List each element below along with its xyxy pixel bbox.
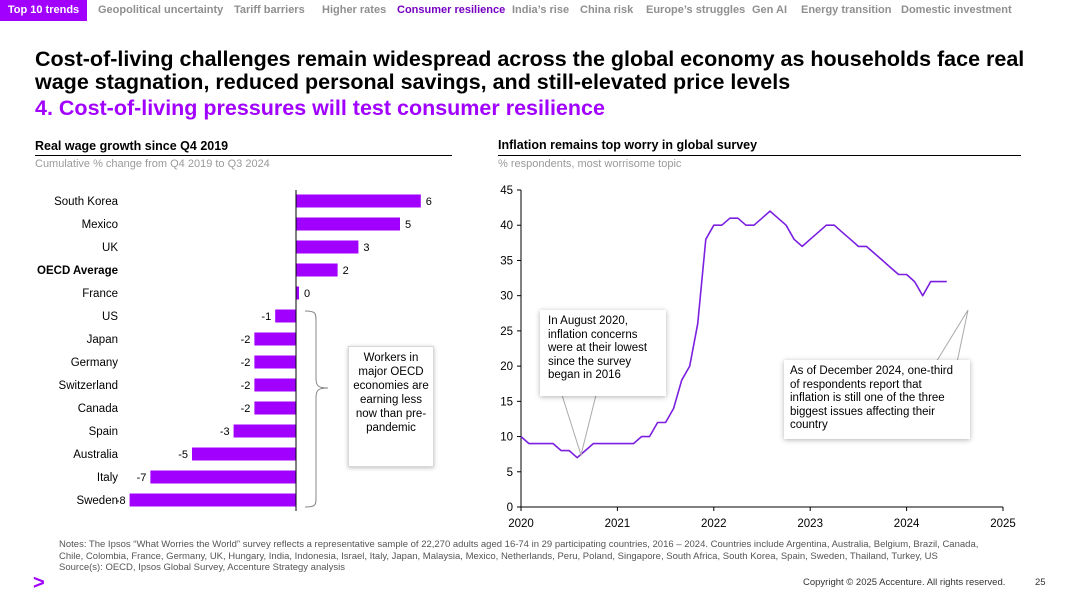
x-tick-label: 2025 — [990, 518, 1016, 530]
bar-switzerland — [254, 378, 296, 392]
y-tick-label: 30 — [500, 291, 513, 303]
y-tick-label: 35 — [500, 255, 513, 267]
nav-tab-india[interactable]: India’s rise — [512, 4, 570, 16]
nav-tab-consumer-resilience[interactable]: Consumer resilience — [397, 4, 506, 16]
x-tick-label: 2022 — [701, 518, 727, 530]
bar-spain — [233, 424, 296, 438]
y-tick-label: 20 — [500, 361, 513, 373]
x-tick-label: 2024 — [894, 518, 920, 530]
category-label: Canada — [78, 403, 119, 415]
bar-us — [275, 309, 296, 323]
value-label: -2 — [241, 380, 251, 392]
right-chart-rule — [498, 155, 1021, 156]
left-chart-rule — [35, 155, 452, 156]
category-label: Switzerland — [59, 380, 118, 392]
value-label: 5 — [405, 219, 411, 231]
inflation-low-callout: In August 2020, inflation concerns were … — [540, 310, 666, 396]
category-label: Germany — [71, 357, 119, 369]
x-tick-label: 2023 — [797, 518, 823, 530]
value-label: 2 — [343, 265, 349, 277]
nav-tab-genai[interactable]: Gen AI — [752, 4, 788, 16]
page-subtitle: 4. Cost-of-living pressures will test co… — [35, 96, 605, 120]
value-label: 3 — [363, 242, 369, 254]
footer-notes: Notes: The Ipsos “What Worries the World… — [59, 539, 979, 574]
low-callout-pointer — [561, 394, 597, 457]
x-tick-label: 2021 — [605, 518, 631, 530]
bar-uk — [296, 240, 359, 254]
nav-tab-domestic[interactable]: Domestic investment — [901, 4, 1012, 16]
page-title: Cost-of-living challenges remain widespr… — [35, 47, 1025, 94]
inflation-series-line — [520, 210, 947, 459]
nav-tab-tariff[interactable]: Tariff barriers — [234, 4, 305, 16]
sources-text: Source(s): OECD, Ipsos Global Survey, Ac… — [59, 562, 345, 573]
bar-canada — [254, 401, 296, 415]
bar-australia — [192, 447, 296, 461]
value-label: -2 — [241, 334, 251, 346]
page-number: 25 — [1035, 577, 1046, 588]
category-label: Sweden — [76, 495, 118, 507]
latest-callout-pointer — [929, 309, 969, 373]
category-label: US — [102, 311, 118, 323]
copyright: Copyright © 2025 Accenture. All rights r… — [803, 577, 1006, 588]
nav-tab-china[interactable]: China risk — [580, 4, 634, 16]
y-tick-label: 45 — [500, 185, 513, 197]
value-label: -3 — [220, 426, 230, 438]
value-label: -2 — [241, 403, 251, 415]
left-chart-subtitle: Cumulative % change from Q4 2019 to Q3 2… — [35, 158, 270, 170]
nav-tab-energy[interactable]: Energy transition — [801, 4, 892, 16]
y-tick-label: 0 — [507, 502, 513, 514]
category-label: Italy — [97, 472, 118, 484]
inflation-latest-callout: As of December 2024, one-third of respon… — [784, 360, 970, 439]
value-label: 6 — [426, 196, 432, 208]
y-tick-label: 25 — [500, 326, 513, 338]
value-label: -1 — [261, 311, 271, 323]
right-chart-title: Inflation remains top worry in global su… — [498, 138, 758, 152]
nav-tab-rates[interactable]: Higher rates — [322, 4, 387, 16]
bar-oecd-average — [296, 263, 338, 277]
category-label: Japan — [87, 334, 118, 346]
category-label: UK — [102, 242, 118, 254]
nav-tab-geopolitical[interactable]: Geopolitical uncertainty — [98, 4, 224, 16]
bar-italy — [150, 470, 296, 484]
bar-japan — [254, 332, 296, 346]
category-label: Australia — [73, 449, 118, 461]
bar-sweden — [129, 493, 296, 507]
wage-callout: Workers in major OECD economies are earn… — [348, 346, 434, 467]
category-label: South Korea — [54, 196, 119, 208]
category-label: Mexico — [82, 219, 118, 231]
notes-text: Notes: The Ipsos “What Worries the World… — [59, 539, 979, 562]
value-label: -5 — [178, 449, 188, 461]
top-nav: Top 10 trends Geopolitical uncertainty T… — [0, 0, 1080, 21]
value-label: 0 — [304, 288, 310, 300]
value-label: -2 — [241, 357, 251, 369]
category-label: OECD Average — [37, 265, 118, 277]
bar-germany — [254, 355, 296, 369]
negative-group-brace — [304, 310, 329, 508]
bar-mexico — [296, 217, 400, 231]
accenture-logo-icon: > — [33, 572, 45, 594]
nav-tab-europe[interactable]: Europe’s struggles — [646, 4, 746, 16]
bar-south-korea — [296, 194, 421, 208]
x-tick-label: 2020 — [508, 518, 534, 530]
y-tick-label: 5 — [507, 467, 513, 479]
nav-tab-top-10-trends[interactable]: Top 10 trends — [0, 0, 87, 21]
category-label: France — [82, 288, 118, 300]
right-chart-subtitle: % respondents, most worrisome topic — [498, 158, 682, 170]
category-label: Spain — [89, 426, 118, 438]
y-tick-label: 10 — [500, 432, 513, 444]
y-tick-label: 15 — [500, 396, 513, 408]
y-tick-label: 40 — [500, 220, 513, 232]
bar-france — [296, 286, 299, 300]
value-label: -7 — [137, 472, 147, 484]
value-label: -8 — [116, 495, 126, 507]
left-chart-title: Real wage growth since Q4 2019 — [35, 139, 229, 153]
